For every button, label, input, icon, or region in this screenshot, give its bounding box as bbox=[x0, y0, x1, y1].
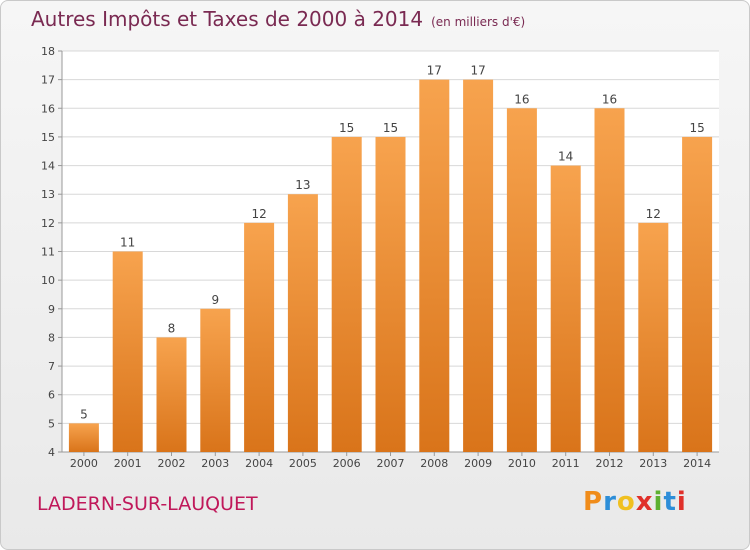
bar bbox=[594, 108, 625, 453]
data-label: 9 bbox=[211, 293, 219, 307]
chart-title-text: Autres Impôts et Taxes de 2000 à 2014 bbox=[31, 7, 424, 31]
x-tick-label: 2006 bbox=[333, 457, 361, 470]
data-label: 13 bbox=[295, 178, 310, 192]
bar bbox=[331, 136, 362, 452]
bar bbox=[463, 79, 494, 453]
y-tick-label: 11 bbox=[41, 246, 55, 259]
bar bbox=[244, 222, 275, 452]
data-label: 14 bbox=[558, 150, 573, 164]
bar bbox=[68, 423, 99, 452]
x-tick-label: 2008 bbox=[420, 457, 448, 470]
y-tick-label: 6 bbox=[48, 389, 55, 402]
data-label: 17 bbox=[470, 64, 485, 78]
x-tick-label: 2001 bbox=[114, 457, 142, 470]
y-tick-label: 4 bbox=[48, 446, 55, 459]
data-label: 15 bbox=[689, 121, 704, 135]
x-tick-label: 2011 bbox=[552, 457, 580, 470]
data-label: 5 bbox=[80, 407, 88, 421]
y-tick-label: 12 bbox=[41, 217, 55, 230]
data-label: 15 bbox=[339, 121, 354, 135]
y-tick-label: 14 bbox=[41, 160, 55, 173]
y-tick-label: 15 bbox=[41, 131, 55, 144]
bar bbox=[287, 194, 318, 452]
x-tick-label: 2014 bbox=[683, 457, 711, 470]
bar bbox=[506, 108, 537, 453]
y-tick-label: 13 bbox=[41, 188, 55, 201]
bar bbox=[112, 251, 143, 452]
y-tick-label: 9 bbox=[48, 303, 55, 316]
bar bbox=[638, 222, 669, 452]
data-label: 11 bbox=[120, 236, 135, 250]
x-tick-label: 2005 bbox=[289, 457, 317, 470]
y-tick-label: 18 bbox=[41, 45, 55, 58]
bar bbox=[200, 308, 231, 452]
y-tick-label: 5 bbox=[48, 417, 55, 430]
data-label: 8 bbox=[168, 321, 176, 335]
x-tick-label: 2013 bbox=[639, 457, 667, 470]
y-tick-label: 17 bbox=[41, 74, 55, 87]
chart-title: Autres Impôts et Taxes de 2000 à 2014 (en… bbox=[31, 7, 525, 31]
chart-unit: (en milliers d'€) bbox=[431, 15, 526, 29]
y-tick-label: 7 bbox=[48, 360, 55, 373]
x-tick-label: 2004 bbox=[245, 457, 273, 470]
x-tick-label: 2007 bbox=[377, 457, 405, 470]
bar bbox=[375, 136, 406, 452]
x-tick-label: 2009 bbox=[464, 457, 492, 470]
bar bbox=[419, 79, 450, 453]
bar bbox=[682, 136, 713, 452]
x-tick-label: 2000 bbox=[70, 457, 98, 470]
x-tick-label: 2003 bbox=[201, 457, 229, 470]
bar bbox=[550, 165, 581, 453]
data-label: 16 bbox=[602, 92, 617, 106]
y-tick-label: 16 bbox=[41, 102, 55, 115]
commune-name: LADERN-SUR-LAUQUET bbox=[37, 493, 258, 515]
data-label: 12 bbox=[646, 207, 661, 221]
y-tick-label: 8 bbox=[48, 331, 55, 344]
proxiti-logo: Proxiti bbox=[583, 487, 687, 517]
x-tick-label: 2010 bbox=[508, 457, 536, 470]
data-label: 17 bbox=[427, 64, 442, 78]
data-label: 16 bbox=[514, 92, 529, 106]
x-tick-label: 2002 bbox=[158, 457, 186, 470]
y-tick-label: 10 bbox=[41, 274, 55, 287]
data-label: 12 bbox=[251, 207, 266, 221]
data-label: 15 bbox=[383, 121, 398, 135]
bar bbox=[156, 337, 187, 452]
x-tick-label: 2012 bbox=[596, 457, 624, 470]
